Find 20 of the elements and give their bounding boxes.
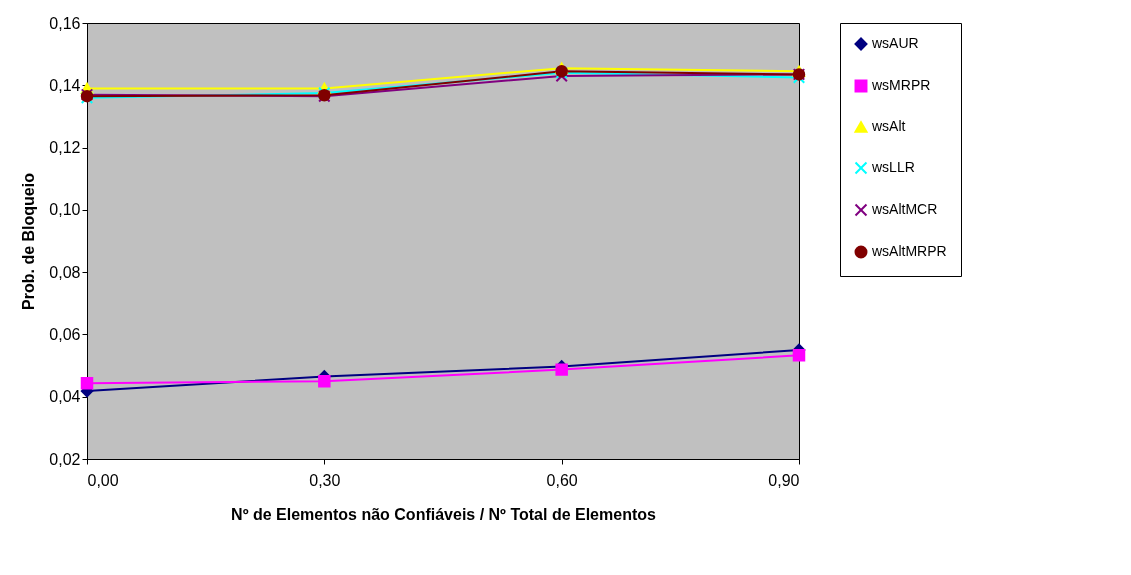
x-tick-label: 0,30	[309, 471, 341, 489]
y-tick-label: 0,14	[49, 76, 81, 94]
y-tick-label: 0,10	[49, 201, 81, 219]
legend-label: wsAltMRPR	[871, 243, 947, 259]
y-tick-label: 0,04	[49, 388, 81, 406]
y-tick-label: 0,02	[49, 450, 81, 468]
x-tick-label: 0,60	[546, 471, 578, 489]
y-tick-label: 0,12	[49, 139, 81, 157]
y-tick-label: 0,06	[49, 325, 81, 343]
y-tick-label: 0,08	[49, 263, 81, 281]
legend-label: wsAltMCR	[871, 201, 938, 217]
x-tick-label: 0,00	[87, 471, 119, 489]
legend-label: wsLLR	[871, 159, 915, 175]
legend-label: wsAlt	[871, 118, 906, 134]
x-axis-title: Nº de Elementos não Confiáveis / Nº Total de Elementos	[231, 505, 657, 523]
legend-label: wsMRPR	[871, 77, 931, 93]
x-tick-label: 0,90	[768, 471, 800, 489]
y-axis-title: Prob. de Bloqueio	[20, 172, 38, 310]
legend-label: wsAUR	[871, 35, 919, 51]
y-tick-label: 0,16	[49, 14, 81, 32]
